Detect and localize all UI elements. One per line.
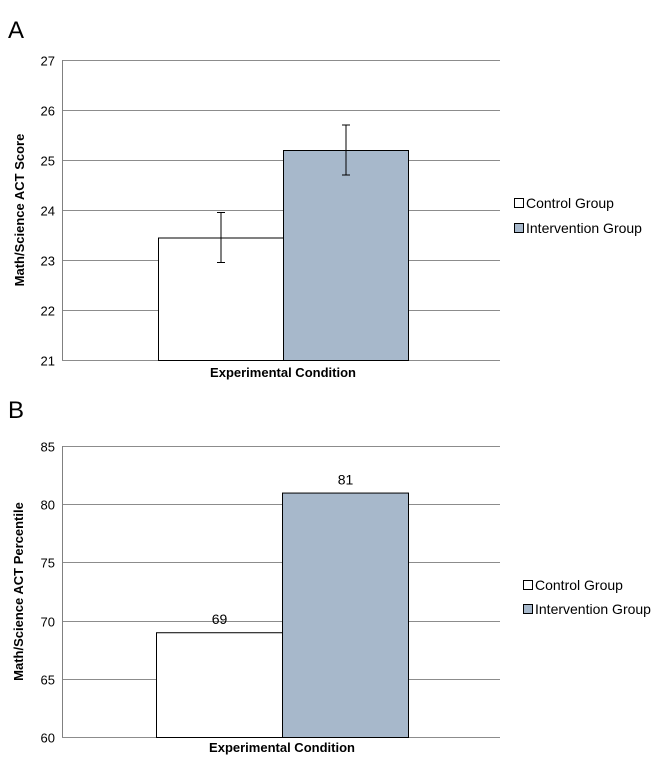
y-tick-label: 75	[41, 556, 55, 571]
legend-swatch-intervention	[523, 604, 533, 614]
y-axis-title: Math/Science ACT Percentile	[11, 502, 26, 681]
y-axis-title: Math/Science ACT Score	[12, 134, 27, 287]
y-tick-label: 80	[41, 498, 55, 513]
legend-label-intervention: Intervention Group	[535, 601, 651, 617]
legend-swatch-control	[523, 580, 533, 590]
y-tick-label: 25	[41, 154, 55, 169]
data-label: 69	[212, 611, 228, 627]
x-axis-title: Experimental Condition	[210, 365, 356, 380]
panel-label: B	[8, 397, 24, 424]
legend-label-intervention: Intervention Group	[526, 220, 642, 236]
y-tick-labels: 60 65 70 75 80 85	[41, 440, 55, 746]
y-tick-label: 23	[41, 254, 55, 269]
gridlines	[62, 446, 500, 738]
y-tick-label: 85	[41, 440, 55, 455]
y-tick-label: 60	[41, 731, 55, 746]
x-axis-title: Experimental Condition	[209, 740, 355, 755]
y-tick-label: 26	[41, 104, 55, 119]
panel-label: A	[8, 17, 24, 44]
bars	[158, 150, 409, 361]
legend-swatch-intervention	[514, 223, 524, 233]
y-tick-label: 65	[41, 673, 55, 688]
y-tick-labels: 21 22 23 24 25 26 27	[41, 54, 55, 369]
error-bars	[217, 124, 350, 263]
y-tick-label: 70	[41, 615, 55, 630]
legend: Control Group Intervention Group	[514, 195, 642, 236]
y-tick-label: 27	[41, 54, 55, 69]
legend-label-control: Control Group	[526, 195, 614, 211]
legend-label-control: Control Group	[535, 577, 623, 593]
bar-intervention	[283, 150, 409, 361]
data-labels: 69 81	[212, 472, 354, 628]
legend: Control Group Intervention Group	[523, 577, 651, 617]
panel-b-chart: B 60 65 70 75 80 85 69 81 Math/Science ACT Per…	[8, 397, 651, 755]
y-tick-label: 21	[41, 354, 55, 369]
bar-intervention	[282, 492, 409, 738]
bars	[156, 492, 409, 738]
y-tick-label: 24	[41, 204, 55, 219]
legend-swatch-control	[514, 198, 524, 208]
y-tick-label: 22	[41, 304, 55, 319]
data-label: 81	[338, 472, 354, 488]
bar-control	[156, 632, 283, 738]
